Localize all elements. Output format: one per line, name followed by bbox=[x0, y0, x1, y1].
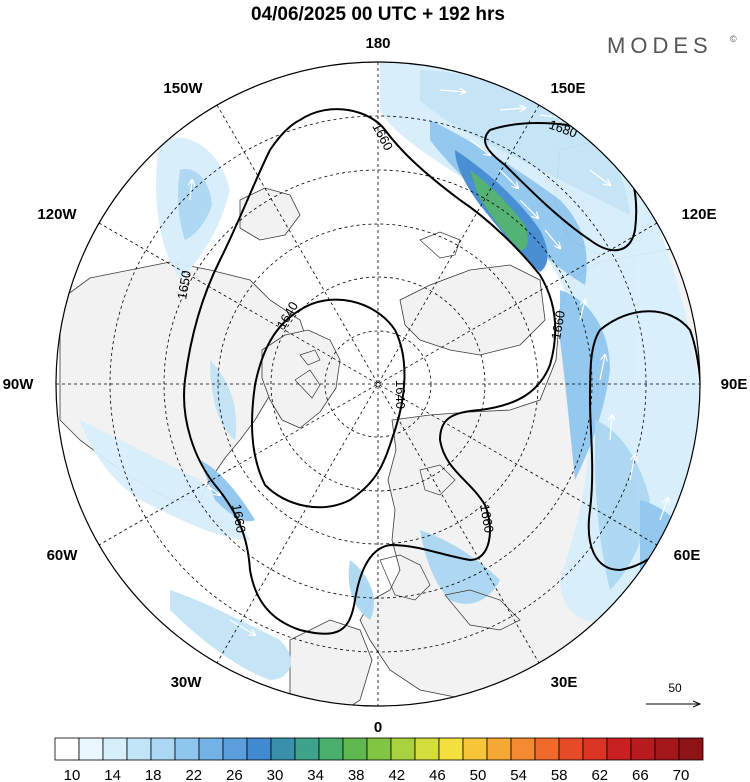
label-90e: 90E bbox=[721, 376, 748, 393]
colorbar-swatch bbox=[582, 737, 608, 761]
colorbar-tick-label: 58 bbox=[551, 767, 568, 782]
colorbar-swatch bbox=[366, 737, 392, 761]
svg-text:©: © bbox=[730, 34, 737, 44]
colorbar-tick-label: 26 bbox=[226, 767, 243, 782]
colorbar-tick-label: 66 bbox=[632, 767, 649, 782]
colorbar-swatch bbox=[222, 737, 248, 761]
colorbar-tick-label: 30 bbox=[267, 767, 284, 782]
label-0: 0 bbox=[374, 719, 382, 736]
colorbar-tick-label: 10 bbox=[64, 767, 81, 782]
colorbar-tick-label: 62 bbox=[591, 767, 608, 782]
colorbar-swatch bbox=[606, 737, 632, 761]
colorbar-tick-label: 42 bbox=[388, 767, 405, 782]
label-60w: 60W bbox=[47, 547, 79, 564]
colorbar-swatch bbox=[126, 737, 152, 761]
longitude-labels: 180 150W 150E 120W 120E 90W 90E 60W 60E … bbox=[3, 35, 748, 736]
colorbar-swatch bbox=[630, 737, 656, 761]
colorbar-tick-label: 54 bbox=[510, 767, 527, 782]
label-30e: 30E bbox=[551, 674, 578, 691]
colorbar-swatch bbox=[342, 737, 368, 761]
label-180: 180 bbox=[365, 35, 390, 52]
colorbar-tick-label: 50 bbox=[470, 767, 487, 782]
colorbar-tick-label: 14 bbox=[104, 767, 121, 782]
svg-text:1650: 1650 bbox=[174, 269, 194, 300]
colorbar-swatch bbox=[318, 737, 344, 761]
colorbar-swatch bbox=[390, 737, 416, 761]
label-150w: 150W bbox=[163, 80, 203, 97]
label-60e: 60E bbox=[674, 547, 701, 564]
contour-1650 bbox=[183, 108, 557, 635]
map-border bbox=[55, 61, 701, 707]
colorbar-swatch bbox=[294, 737, 320, 761]
colorbar-tick-label: 38 bbox=[348, 767, 365, 782]
svg-text:50: 50 bbox=[668, 681, 682, 695]
wind-shading bbox=[80, 62, 700, 680]
svg-text:1640: 1640 bbox=[393, 380, 408, 409]
map-disc: 1660 1680 1650 1640 1640 1660 1660 1660 bbox=[56, 62, 700, 706]
label-150e: 150E bbox=[550, 80, 585, 97]
svg-text:1660: 1660 bbox=[477, 503, 497, 534]
colorbar-swatch bbox=[654, 737, 680, 761]
map-title: 04/06/2025 00 UTC + 192 hrs bbox=[251, 4, 505, 25]
colorbar-tick-label: 34 bbox=[307, 767, 324, 782]
svg-text:1660: 1660 bbox=[229, 503, 249, 534]
colorbar-swatch bbox=[486, 737, 512, 761]
colorbar bbox=[54, 737, 704, 761]
colorbar-swatch bbox=[438, 737, 464, 761]
colorbar-swatch bbox=[558, 737, 584, 761]
coastlines bbox=[294, 231, 521, 631]
colorbar-tick-label: 46 bbox=[429, 767, 446, 782]
modes-logo: MODES © bbox=[607, 33, 737, 58]
label-90w: 90W bbox=[3, 376, 35, 393]
colorbar-swatch bbox=[78, 737, 104, 761]
colorbar-swatch bbox=[414, 737, 440, 761]
colorbar-swatch bbox=[534, 737, 560, 761]
colorbar-swatch bbox=[462, 737, 488, 761]
reference-vector: 50 bbox=[646, 681, 700, 704]
colorbar-swatch bbox=[150, 737, 176, 761]
colorbar-swatch bbox=[198, 737, 224, 761]
label-120w: 120W bbox=[37, 206, 77, 223]
colorbar-swatch bbox=[510, 737, 536, 761]
colorbar-swatch bbox=[246, 737, 272, 761]
colorbar-swatch bbox=[174, 737, 200, 761]
colorbar-labels: 10 14 18 22 26 30 34 38 42 46 50 54 58 62 66 70 bbox=[64, 767, 690, 782]
contour-1640 bbox=[251, 298, 406, 509]
colorbar-swatch bbox=[54, 737, 80, 761]
contour-1660-right bbox=[587, 310, 700, 572]
colorbar-tick-label: 22 bbox=[185, 767, 202, 782]
svg-text:1660: 1660 bbox=[548, 309, 568, 340]
colorbar-swatch bbox=[270, 737, 296, 761]
colorbar-tick-label: 70 bbox=[673, 767, 690, 782]
colorbar-swatch bbox=[102, 737, 128, 761]
svg-text:MODES: MODES bbox=[607, 33, 713, 58]
label-120e: 120E bbox=[681, 206, 716, 223]
colorbar-tick-label: 18 bbox=[145, 767, 162, 782]
colorbar-swatch bbox=[678, 737, 704, 761]
label-30w: 30W bbox=[171, 674, 203, 691]
